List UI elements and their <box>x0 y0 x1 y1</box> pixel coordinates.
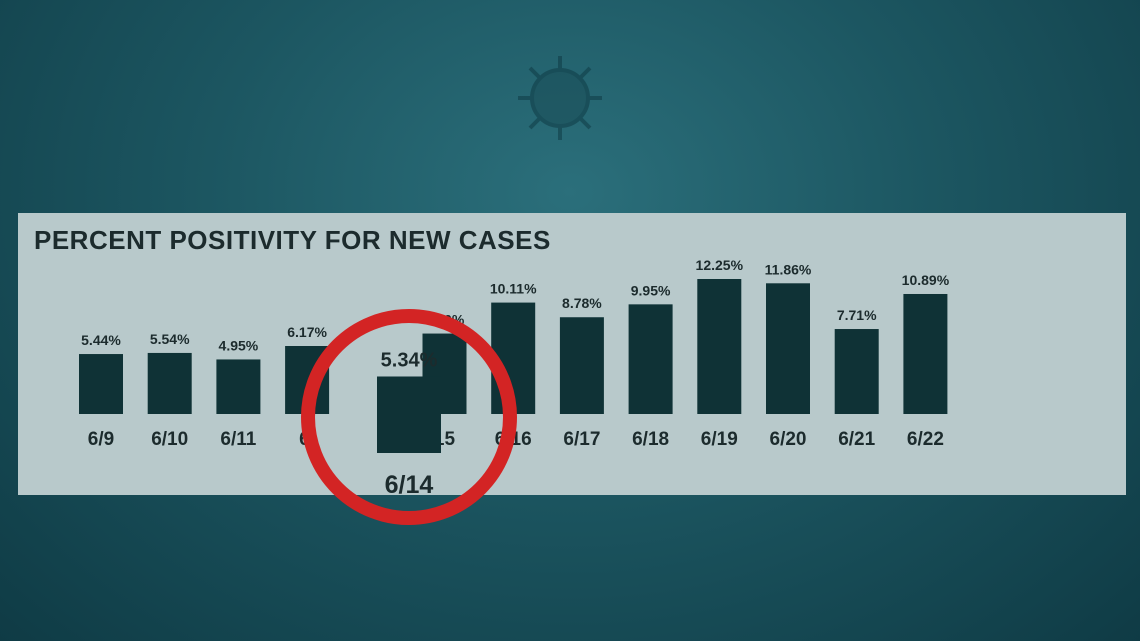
value-label: 6.17% <box>287 324 327 340</box>
value-label: 11.86% <box>765 261 812 277</box>
value-label: 5.44% <box>81 332 121 348</box>
category-label: 6/9 <box>88 429 114 450</box>
category-label: 6/19 <box>701 429 738 450</box>
category-label: 6/18 <box>632 429 669 450</box>
bar-6-11 <box>216 359 261 414</box>
value-label: 4.95% <box>219 337 259 353</box>
value-label: 9.95% <box>631 282 671 298</box>
bar-6-10 <box>147 352 192 414</box>
bar-6-22 <box>903 293 948 414</box>
bar-6-21 <box>834 329 879 414</box>
category-label: 6/21 <box>838 429 875 450</box>
bar-6-14-highlighted <box>377 376 441 453</box>
category-label: 6/20 <box>770 429 807 450</box>
chart-title: PERCENT POSITIVITY FOR NEW CASES <box>34 225 551 255</box>
bar-6-18 <box>628 304 673 414</box>
bar-6-19 <box>697 279 742 414</box>
highlight-ring <box>301 309 517 525</box>
category-label-highlighted: 6/14 <box>385 471 434 499</box>
category-label: 6/11 <box>220 429 256 450</box>
bar-6-17 <box>559 317 604 414</box>
virus-icon <box>518 56 602 140</box>
bar-6-9 <box>79 354 123 414</box>
category-label: 6/10 <box>151 429 188 450</box>
category-label: 6/22 <box>907 429 944 450</box>
value-label: 12.25% <box>696 257 744 273</box>
value-label: 10.89% <box>902 272 950 288</box>
value-label: 10.11% <box>490 281 537 297</box>
value-label: 8.78% <box>562 295 602 311</box>
bar-6-20 <box>766 283 810 414</box>
value-label: 7.71% <box>837 307 877 323</box>
value-label-highlighted: 5.34% <box>381 349 438 371</box>
category-label: 6/17 <box>563 429 600 450</box>
value-label: 5.54% <box>150 331 190 347</box>
